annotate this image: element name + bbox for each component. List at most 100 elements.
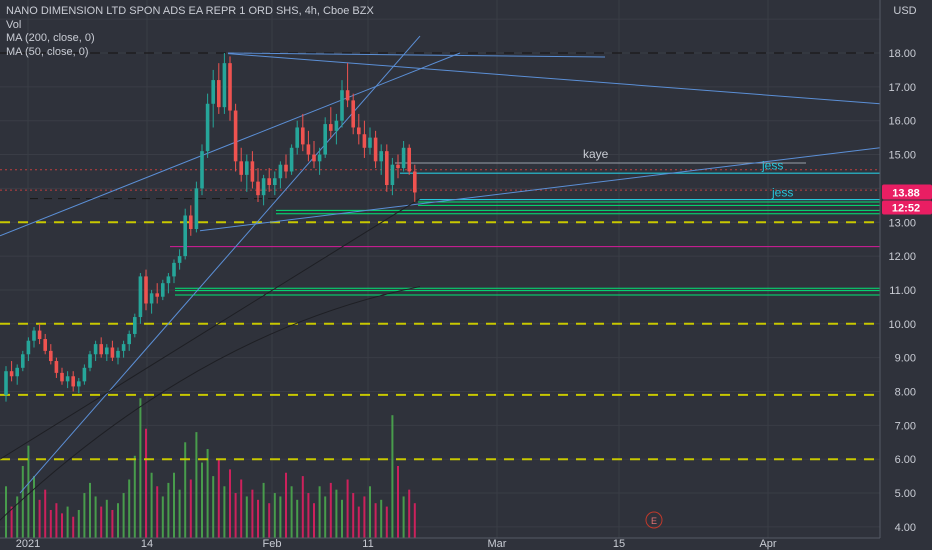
volume-bar	[105, 499, 108, 538]
volume-bar	[44, 489, 47, 538]
volume-bar	[329, 482, 332, 538]
volume-bar	[385, 506, 388, 538]
volume-bar	[33, 476, 35, 538]
candle-body	[54, 361, 59, 373]
legend-title: NANO DIMENSION LTD SPON ADS EA REPR 1 OR…	[6, 5, 374, 17]
candle-body	[284, 164, 288, 172]
candle-body	[329, 124, 333, 131]
y-tick-label: 18.00	[888, 48, 916, 60]
volume-bar	[16, 496, 19, 538]
candle-body	[362, 134, 367, 148]
volume-bar	[83, 493, 86, 538]
candle-body	[278, 164, 283, 179]
candle-body	[334, 120, 339, 131]
volume-bar	[273, 493, 276, 538]
candle-body	[228, 63, 232, 111]
x-tick-label: 14	[141, 538, 153, 550]
candle-body	[26, 340, 31, 355]
candle-body	[390, 164, 395, 186]
kaye-label: kaye	[583, 147, 609, 161]
earnings-marker-icon[interactable]	[645, 511, 663, 529]
volume-bar	[89, 482, 91, 538]
x-tick-label: 11	[362, 538, 373, 550]
volume-bar	[117, 503, 119, 538]
candle-body	[155, 293, 159, 297]
candle-body	[194, 188, 199, 230]
candle-body	[133, 317, 137, 334]
jess-label-upper: jess	[761, 158, 783, 172]
volume-bar	[296, 499, 299, 538]
y-tick-label: 12.00	[888, 251, 916, 263]
candle-body	[368, 137, 372, 148]
volume-bar	[145, 428, 147, 538]
trendline	[227, 52, 606, 58]
candle-body	[149, 293, 154, 304]
countdown-label: 12:52	[892, 202, 920, 214]
volume-bar	[94, 496, 97, 538]
ma-50-line	[0, 198, 421, 460]
y-tick-label: 11.00	[889, 285, 916, 297]
candle-body	[222, 63, 227, 108]
candle-body	[205, 103, 210, 152]
candle-body	[323, 124, 327, 155]
candle-body	[189, 215, 193, 230]
volume-bar	[357, 506, 360, 538]
y-tick-label: 8.00	[895, 387, 916, 399]
volume-bar	[77, 509, 80, 538]
volume-bar	[133, 455, 136, 538]
candle-body	[295, 127, 299, 148]
legend-ma200: MA (200, close, 0)	[6, 32, 95, 44]
candle-body	[245, 161, 249, 175]
candle-body	[82, 367, 87, 382]
volume-bar	[380, 499, 383, 538]
y-tick-label: 6.00	[895, 454, 916, 466]
volume-bar	[279, 496, 282, 538]
candle-body	[233, 110, 238, 162]
y-tick-label: 16.00	[888, 116, 916, 128]
volume-bar	[363, 496, 366, 538]
candle-body	[301, 127, 305, 145]
volume-bar	[268, 503, 271, 538]
candle-body	[37, 330, 42, 340]
volume-bar	[346, 479, 349, 538]
volume-bar	[301, 476, 304, 538]
volume-bar	[324, 496, 327, 538]
y-tick-label: 17.00	[888, 82, 916, 94]
volume-bar	[27, 445, 30, 538]
candle-body	[385, 151, 389, 186]
volume-bar	[352, 493, 355, 538]
volume-bar	[245, 496, 248, 538]
candle-body	[396, 164, 400, 169]
candle-body	[144, 276, 148, 304]
volume-bar	[150, 472, 153, 538]
y-tick-label: 4.00	[895, 522, 916, 534]
volume-bar	[61, 513, 63, 538]
candle-body	[32, 330, 36, 341]
candle-body	[345, 90, 350, 101]
candle-body	[43, 339, 47, 351]
y-tick-label: 7.00	[895, 420, 916, 432]
volume-bar	[206, 449, 209, 538]
legend-volume: Vol	[6, 18, 22, 31]
legend-ma50: MA (50, close, 0)	[6, 45, 89, 58]
volume-bar	[128, 479, 131, 538]
candle-body	[267, 178, 271, 186]
volume-bar	[111, 509, 114, 538]
candle-body	[161, 283, 165, 297]
candle-body	[77, 381, 81, 387]
trendline	[227, 53, 881, 105]
x-tick-label: 15	[613, 538, 625, 550]
candle-body	[306, 144, 311, 155]
candle-body	[21, 354, 25, 368]
candle-body	[183, 215, 187, 257]
volume-bar	[341, 499, 343, 538]
candle-body	[340, 90, 344, 121]
last-price-label: 13.88	[892, 187, 920, 199]
volume-bar	[212, 476, 215, 538]
volume-bar	[184, 442, 187, 538]
price-axis[interactable]	[880, 0, 932, 550]
time-axis[interactable]	[0, 538, 932, 550]
candle-body	[261, 178, 266, 196]
volume-bar	[240, 479, 243, 538]
